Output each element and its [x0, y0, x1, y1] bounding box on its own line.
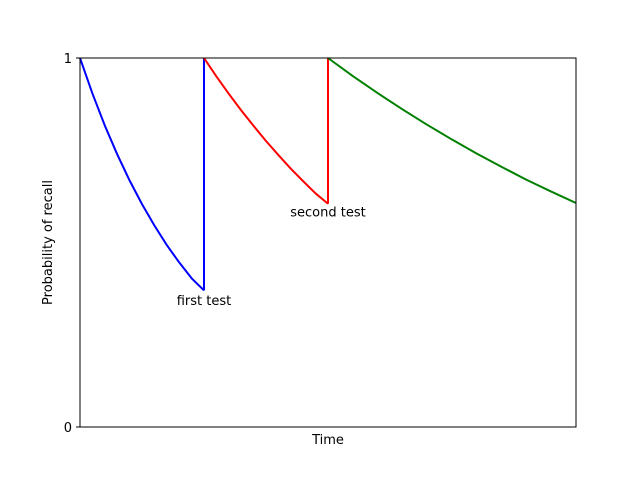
y-axis-label: Probability of recall	[41, 180, 56, 305]
x-axis-label: Time	[311, 433, 344, 448]
annotation-1: first test	[177, 294, 232, 309]
axes-layer	[79, 57, 577, 428]
plot-frame	[79, 57, 577, 428]
annotations: first test second test	[177, 206, 366, 310]
series-line-1	[79, 57, 205, 292]
annotation-2: second test	[290, 206, 365, 221]
y-ticks: 01	[64, 52, 80, 436]
y-tick-label-0: 0	[64, 421, 72, 436]
series-line-5	[327, 57, 577, 204]
y-tick-label-1: 1	[64, 52, 72, 67]
series-line-3	[203, 57, 329, 205]
series-layer	[79, 57, 577, 292]
